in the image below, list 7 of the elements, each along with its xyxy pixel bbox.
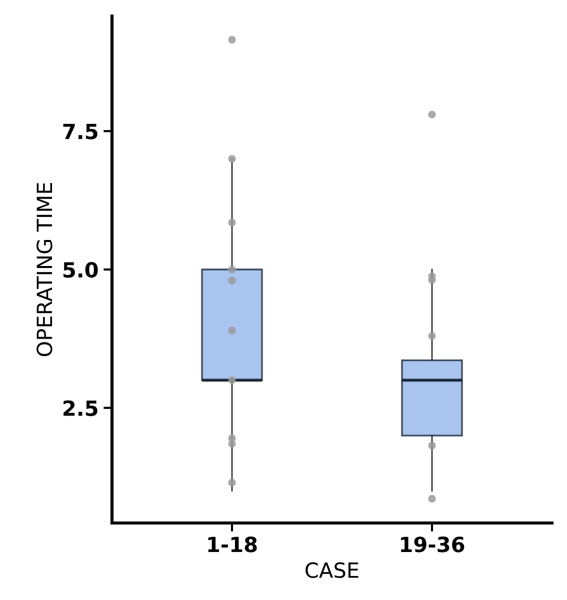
- y-tick-label: 5.0: [64, 262, 98, 278]
- x-tick-label: 1-18: [208, 536, 257, 552]
- y-axis-title: OPERATING TIME: [36, 183, 52, 356]
- y-tick-label: 7.5: [63, 124, 98, 140]
- y-tick-label: 2.5: [64, 400, 98, 416]
- x-axis-title: CASE: [306, 562, 358, 578]
- x-tick-label: 19-36: [401, 536, 464, 552]
